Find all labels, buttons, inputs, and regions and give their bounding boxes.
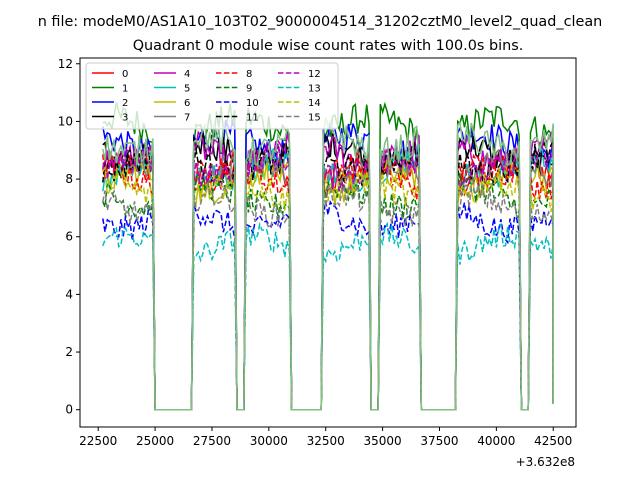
legend-label-2: 2 xyxy=(122,98,128,109)
x-axis: 22500 25000 27500 30000 32500 35000 37500 40000… xyxy=(79,427,572,448)
x-tick-label: 40000 xyxy=(477,434,515,448)
series-line-10 xyxy=(102,200,554,411)
x-tick-label: 42500 xyxy=(534,434,572,448)
series-line-8 xyxy=(102,152,554,411)
x-tick-label: 32500 xyxy=(307,434,345,448)
y-tick-label: 0 xyxy=(65,403,73,417)
legend-label-4: 4 xyxy=(184,69,190,80)
series-layer xyxy=(102,101,554,411)
series-line-12 xyxy=(102,142,554,411)
legend-box xyxy=(85,62,339,130)
legend-label-11: 11 xyxy=(246,113,259,124)
legend-label-12: 12 xyxy=(308,69,321,80)
x-axis-offset-label: +3.632e8 xyxy=(516,455,575,469)
x-tick-label: 37500 xyxy=(420,434,458,448)
y-tick-label: 10 xyxy=(58,114,73,128)
x-tick-label: 35000 xyxy=(364,434,402,448)
y-tick-label: 8 xyxy=(65,172,73,186)
legend-label-14: 14 xyxy=(308,98,321,109)
chart-title: Quadrant 0 module wise count rates with … xyxy=(133,38,524,54)
y-tick-label: 6 xyxy=(65,230,73,244)
x-tick-label: 30000 xyxy=(250,434,288,448)
y-tick-label: 4 xyxy=(65,287,73,301)
x-tick-label: 25000 xyxy=(136,434,174,448)
legend-label-8: 8 xyxy=(246,69,252,80)
legend-label-0: 0 xyxy=(122,69,128,80)
y-tick-label: 2 xyxy=(65,345,73,359)
legend-label-9: 9 xyxy=(246,84,252,95)
legend-label-3: 3 xyxy=(122,113,128,124)
x-tick-label: 22500 xyxy=(79,434,117,448)
y-tick-label: 12 xyxy=(58,57,73,71)
x-tick-label: 27500 xyxy=(193,434,231,448)
legend-label-1: 1 xyxy=(122,84,128,95)
legend-label-13: 13 xyxy=(308,84,321,95)
legend-label-7: 7 xyxy=(184,113,190,124)
legend-label-10: 10 xyxy=(246,98,259,109)
legend-label-15: 15 xyxy=(308,113,321,124)
legend-label-6: 6 xyxy=(184,98,190,109)
legend-label-5: 5 xyxy=(184,84,190,95)
y-axis: 0 2 4 6 8 10 12 xyxy=(58,57,80,417)
plot-frame xyxy=(79,57,577,428)
figure-suptitle: n file: modeM0/AS1A10_103T02_9000004514_… xyxy=(38,14,603,30)
